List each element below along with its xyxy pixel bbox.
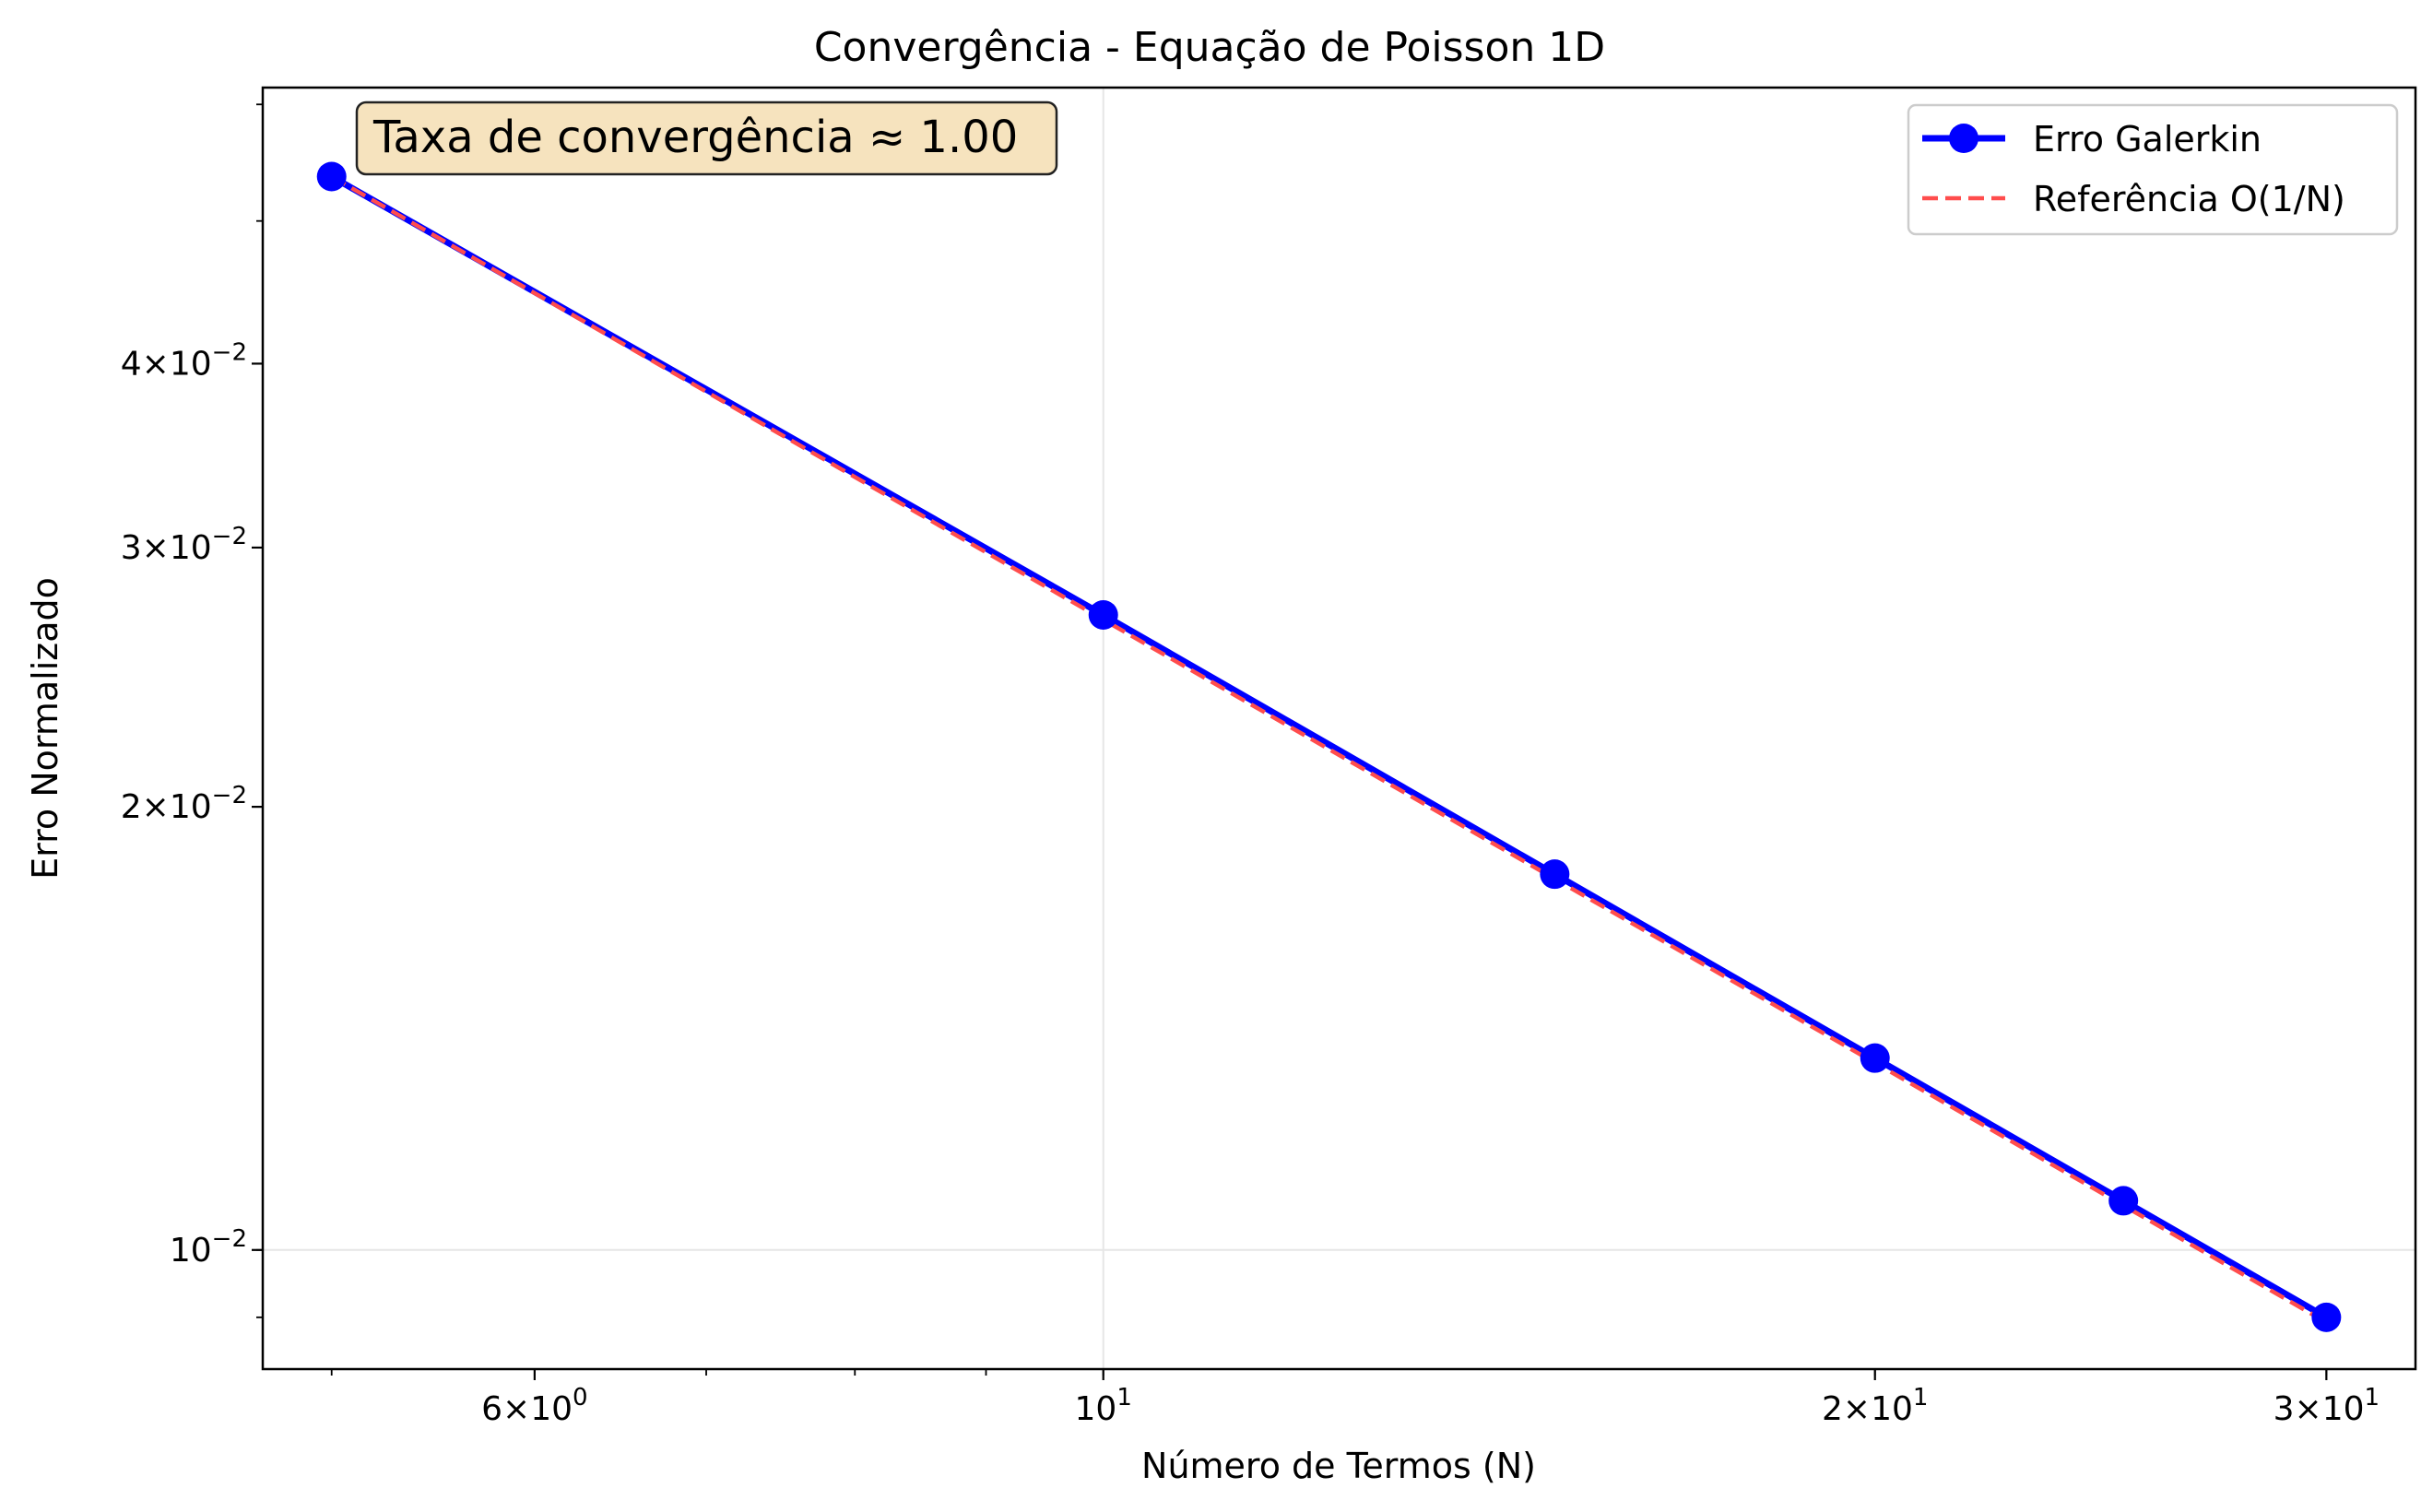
data-point — [316, 161, 347, 192]
data-point — [1088, 599, 1118, 630]
legend: Erro Galerkin Referência O(1/N) — [1907, 103, 2399, 236]
x-tick-label: 3×101 — [2274, 1384, 2380, 1428]
series-line-1 — [330, 174, 2328, 1325]
x-axis: 6×100 101 2×101 3×101 — [330, 1369, 2380, 1428]
annotation-text: Taxa de convergência ≈ 1.00 — [372, 112, 1018, 163]
legend-label-reference: Referência O(1/N) — [2033, 179, 2345, 219]
grid — [263, 88, 2415, 1369]
plot-area — [261, 86, 2417, 1371]
data-point — [2311, 1302, 2342, 1332]
annotation-background — [355, 100, 1058, 176]
y-axis-label: Erro Normalizado — [25, 577, 65, 880]
y-tick-label: 10−2 — [170, 1225, 247, 1270]
series-layer — [316, 161, 2342, 1332]
chart-title: Convergência - Equação de Poisson 1D — [814, 24, 1605, 71]
y-tick-label: 4×10−2 — [121, 338, 247, 383]
x-tick-label: 6×100 — [481, 1384, 587, 1428]
x-tick-label: 2×101 — [1822, 1384, 1928, 1428]
y-axis: 10−2 2×10−2 3×10−2 4×10−2 — [121, 103, 263, 1318]
plot-background — [263, 88, 2415, 1369]
legend-frame — [1907, 103, 2399, 236]
x-axis-label: Número de Termos (N) — [1141, 1446, 1536, 1486]
legend-label-galerkin: Erro Galerkin — [2033, 119, 2262, 159]
series-line-0 — [329, 173, 2329, 1320]
y-tick-label: 2×10−2 — [121, 782, 247, 826]
plot-frame — [261, 86, 2417, 1371]
x-tick-label: 101 — [1075, 1384, 1132, 1428]
legend-marker-galerkin — [1949, 124, 1978, 153]
data-point — [2108, 1186, 2139, 1216]
data-point — [1540, 859, 1570, 890]
annotation-box: Taxa de convergência ≈ 1.00 — [355, 100, 1058, 176]
data-point — [1860, 1043, 1890, 1073]
y-tick-label: 3×10−2 — [121, 523, 247, 567]
